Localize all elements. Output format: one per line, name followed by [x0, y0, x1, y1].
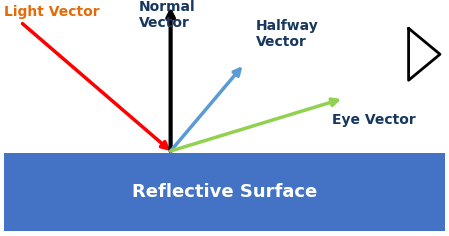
Text: Normal
Vector: Normal Vector [139, 0, 196, 30]
Text: Eye Vector: Eye Vector [332, 113, 416, 127]
Text: Reflective Surface: Reflective Surface [132, 183, 317, 201]
Bar [4, 153, 445, 231]
Text: Halfway
Vector: Halfway Vector [256, 19, 319, 49]
Text: Light Vector: Light Vector [4, 5, 100, 19]
